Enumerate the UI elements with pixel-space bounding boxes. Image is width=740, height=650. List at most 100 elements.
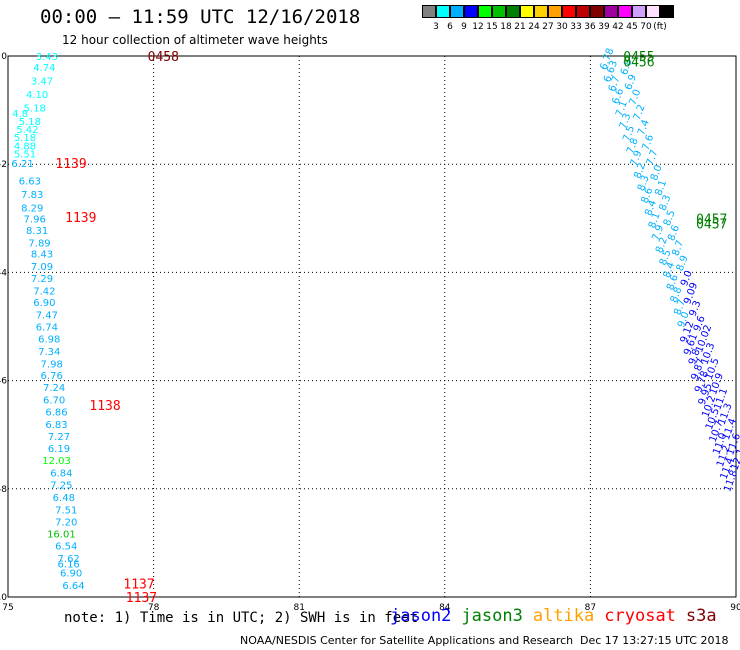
swh-value: 8.43 (31, 249, 53, 260)
scale-swatch (506, 5, 520, 18)
track-a-value: 7.3 (618, 112, 634, 131)
swh-value: 3.47 (31, 76, 53, 87)
legend-jason2: jason2 (390, 606, 452, 626)
swh-value: 6.63 (19, 176, 41, 187)
track-a-value: 7.9 (651, 224, 667, 243)
swh-value: 7.47 (36, 311, 58, 322)
scale-label: 15 (486, 22, 498, 32)
time-label: 0457 (696, 212, 727, 227)
swh-value: 6.16 (58, 559, 80, 570)
time-label: 1138 (89, 399, 120, 414)
scale-swatch (660, 5, 674, 18)
track-a-value: 9.0 (676, 310, 692, 329)
swh-value: 5.18 (19, 117, 41, 128)
track-a-value: 8.5 (658, 248, 674, 267)
swh-value: 7.42 (33, 286, 55, 297)
track-b-value: 8.0 (649, 164, 665, 183)
scale-label: (ft) (653, 22, 667, 32)
swh-value: 6.74 (36, 323, 58, 334)
swh-value: 6.54 (55, 542, 77, 553)
track-b-value: 8.7 (671, 239, 687, 258)
track-a-value: 7.9 (629, 149, 645, 168)
swh-value: 7.89 (28, 239, 50, 250)
scale-label: 21 (514, 22, 526, 32)
scale-swatch (604, 5, 618, 18)
swh-value: 7.20 (55, 517, 77, 528)
swh-value: 5.18 (14, 133, 36, 144)
x-tick-label: 84 (439, 603, 451, 613)
time-label: 0456 (623, 55, 654, 70)
track-b-value: 9.0 (679, 269, 695, 288)
x-tick-label: 75 (2, 603, 13, 613)
track-a-value: 9.8 (687, 348, 703, 367)
scale-swatch (562, 5, 576, 18)
scale-label: 70 (640, 22, 652, 32)
track-a-value: 8.1 (647, 211, 663, 230)
swh-value: 7.83 (21, 190, 43, 201)
y-tick-label: 0 (1, 52, 7, 62)
scale-swatch (422, 5, 436, 18)
chart-title: 00:00 – 11:59 UTC 12/16/2018 (40, 6, 361, 28)
timestamp-text: Dec 17 13:27:15 UTC 2018 (580, 634, 729, 647)
track-b-value: 8.1 (653, 179, 669, 198)
credit-text: NOAA/NESDIS Center for Satellite Applica… (240, 634, 574, 647)
scale-swatch (646, 5, 660, 18)
swh-value: 8.29 (21, 203, 43, 214)
track-a-value: 7.1 (614, 99, 630, 118)
x-tick-label: 78 (148, 603, 160, 613)
scale-swatch (464, 5, 478, 18)
track-b-value: 7.2 (632, 103, 648, 122)
swh-value: 6.48 (53, 493, 75, 504)
track-b-value: 8.5 (662, 209, 678, 228)
swh-value: 8.31 (26, 226, 48, 237)
track-b-value: 12.1 (730, 447, 740, 472)
time-label: 1139 (65, 211, 96, 226)
track-a-value: 8.8 (669, 286, 685, 305)
swh-value: 7.27 (48, 432, 70, 443)
legend-s3a: s3a (685, 606, 717, 626)
y-tick-label: -4 (0, 268, 7, 278)
swh-value: 6.83 (45, 420, 67, 431)
swh-value: 7.62 (58, 554, 80, 565)
track-a-value: 8.6 (665, 273, 681, 292)
scale-swatch (632, 5, 646, 18)
legend-altika: altika (532, 606, 595, 626)
swh-value: 6.70 (43, 396, 65, 407)
scale-label: 9 (461, 22, 467, 32)
scale-swatch (450, 5, 464, 18)
time-label: 0455 (623, 50, 654, 65)
swh-value: 7.24 (43, 383, 65, 394)
track-a-value: 8.3 (636, 174, 652, 193)
track-a-value: 8.2 (632, 161, 648, 180)
scale-swatch (576, 5, 590, 18)
note-text: note: 1) Time is in UTC; 2) SWH is in fe… (64, 610, 419, 626)
swh-value: 6.90 (33, 298, 55, 309)
time-label: 1137 (123, 577, 154, 592)
swh-value: 12.03 (42, 456, 71, 467)
track-b-value: 8.3 (658, 194, 674, 213)
track-a-value: 8.7 (672, 298, 688, 317)
track-b-value: 7.6 (640, 133, 656, 152)
x-tick-label: 90 (730, 603, 740, 613)
track-b-value: 6.9 (623, 73, 639, 92)
swh-value: 6.84 (50, 469, 72, 480)
scale-label: 12 (472, 22, 484, 32)
track-a-value: 8.6 (640, 186, 656, 205)
axis-ticks: 75 78 81 84 87 90 0 -2 -4 -6 -8 -10 (0, 52, 740, 613)
track-a-value: 8.4 (661, 261, 677, 280)
track-a-value: 7.5 (621, 124, 637, 143)
scale-label: 3 (433, 22, 439, 32)
track-b-value: 7.7 (645, 148, 661, 167)
scale-swatch (436, 5, 450, 18)
swh-value: 6.98 (38, 334, 60, 345)
scale-swatch (590, 5, 604, 18)
y-tick-label: -2 (0, 160, 7, 170)
swh-value: 7.96 (24, 214, 46, 225)
x-tick-label: 81 (293, 603, 304, 613)
data-marks: 3.434.743.474.104.85.185.185.425.184.885… (11, 47, 740, 606)
y-tick-label: -6 (0, 377, 7, 387)
legend-jason3: jason3 (461, 606, 523, 626)
chart-subtitle: 12 hour collection of altimeter wave hei… (62, 33, 328, 47)
scale-label: 36 (584, 22, 596, 32)
time-label: 0457 (696, 218, 727, 233)
